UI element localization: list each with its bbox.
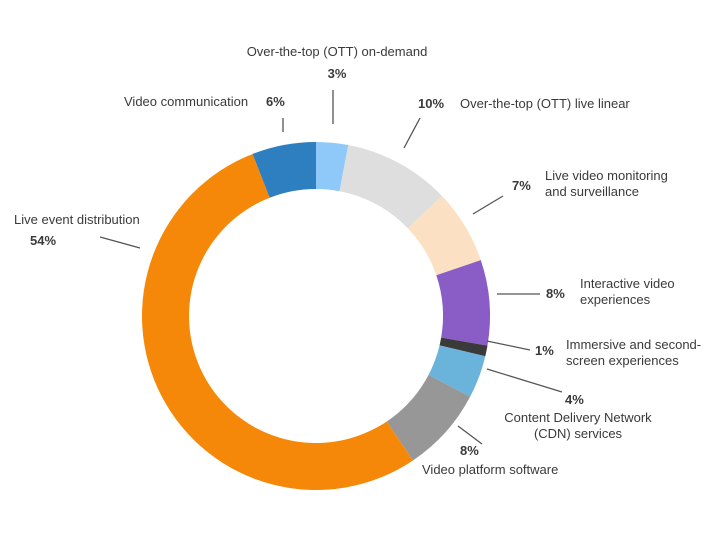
slice-value-label-0: 3% bbox=[328, 66, 347, 81]
leader-line-2 bbox=[472, 195, 504, 215]
leader-line-7 bbox=[99, 236, 141, 249]
slice-label-5-0: Content Delivery Network bbox=[504, 410, 652, 425]
slice-value-label-2: 7% bbox=[512, 178, 531, 193]
donut-slice-0 bbox=[316, 142, 349, 192]
donut-slices bbox=[142, 142, 490, 490]
slice-value-label-4: 1% bbox=[535, 343, 554, 358]
leader-lines bbox=[99, 90, 563, 445]
donut-slice-5 bbox=[428, 345, 486, 397]
slice-value-label-5: 4% bbox=[565, 392, 584, 407]
donut-slice-8 bbox=[252, 142, 316, 198]
slice-label-4-0: Immersive and second- bbox=[566, 337, 701, 352]
slice-value-label-7: 54% bbox=[30, 233, 56, 248]
slice-value-label-1: 10% bbox=[418, 96, 444, 111]
slice-label-8-0: Video communication bbox=[124, 94, 248, 109]
leader-line-1 bbox=[403, 117, 421, 149]
slice-label-2-1: and surveillance bbox=[545, 184, 639, 199]
donut-slice-4 bbox=[439, 337, 488, 357]
donut-slice-1 bbox=[339, 145, 442, 229]
slice-label-4-1: screen experiences bbox=[566, 353, 679, 368]
slice-value-label-8: 6% bbox=[266, 94, 285, 109]
slice-value-label-6: 8% bbox=[460, 443, 479, 458]
donut-slice-7 bbox=[142, 153, 413, 490]
slice-label-1-0: Over-the-top (OTT) live linear bbox=[460, 96, 630, 111]
donut-slice-6 bbox=[386, 374, 471, 461]
donut-slice-2 bbox=[407, 195, 481, 276]
leader-line-4 bbox=[486, 340, 531, 351]
slice-label-5-1: (CDN) services bbox=[534, 426, 623, 441]
slice-label-6-0: Video platform software bbox=[422, 462, 558, 477]
slice-label-3-0: Interactive video bbox=[580, 276, 675, 291]
donut-slice-3 bbox=[436, 260, 490, 346]
slice-label-3-1: experiences bbox=[580, 292, 651, 307]
slice-labels: Over-the-top (OTT) on-demand 3% Over-the-t… bbox=[14, 44, 701, 477]
leader-line-6 bbox=[457, 425, 483, 445]
slice-label-0-0: Over-the-top (OTT) on-demand bbox=[247, 44, 428, 59]
leader-line-5 bbox=[486, 368, 563, 393]
slice-label-7-0: Live event distribution bbox=[14, 212, 140, 227]
slice-value-label-3: 8% bbox=[546, 286, 565, 301]
slice-label-2-0: Live video monitoring bbox=[545, 168, 668, 183]
